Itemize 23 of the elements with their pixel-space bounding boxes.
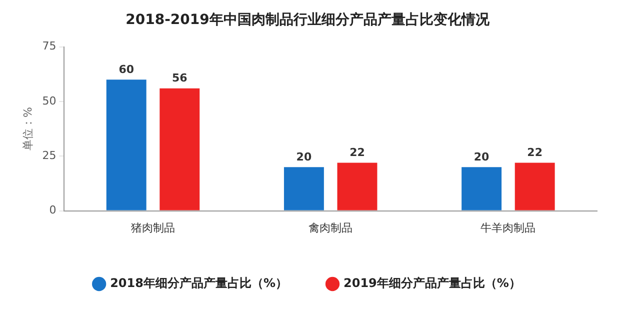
data-label: 60 <box>118 62 134 76</box>
data-label: 20 <box>296 150 312 164</box>
bar <box>284 167 324 210</box>
y-tick-label: 25 <box>42 148 56 162</box>
bar <box>462 167 502 210</box>
bar <box>514 162 555 210</box>
y-tick-label: 0 <box>49 204 56 217</box>
data-label: 22 <box>527 146 542 160</box>
y-axis-title: 单位：% <box>21 107 34 151</box>
bar <box>106 80 146 210</box>
data-label: 22 <box>350 146 365 160</box>
chart-title: 2018-2019年中国肉制品行业细分产品产量占比变化情况 <box>126 11 490 28</box>
x-tick-label: 禽肉制品 <box>308 221 353 234</box>
data-label: 56 <box>172 72 188 85</box>
bar <box>160 88 200 210</box>
x-tick-label: 牛羊肉制品 <box>480 221 536 234</box>
bar <box>337 162 378 210</box>
legend-label: 2019年细分产品产量占比（%） <box>344 276 521 290</box>
x-tick-label: 猪肉制品 <box>131 221 175 234</box>
data-label: 20 <box>474 150 490 164</box>
y-tick-label: 50 <box>42 94 56 108</box>
legend-label: 2018年细分产品产量占比（%） <box>110 276 288 290</box>
y-tick-label: 75 <box>42 40 56 53</box>
